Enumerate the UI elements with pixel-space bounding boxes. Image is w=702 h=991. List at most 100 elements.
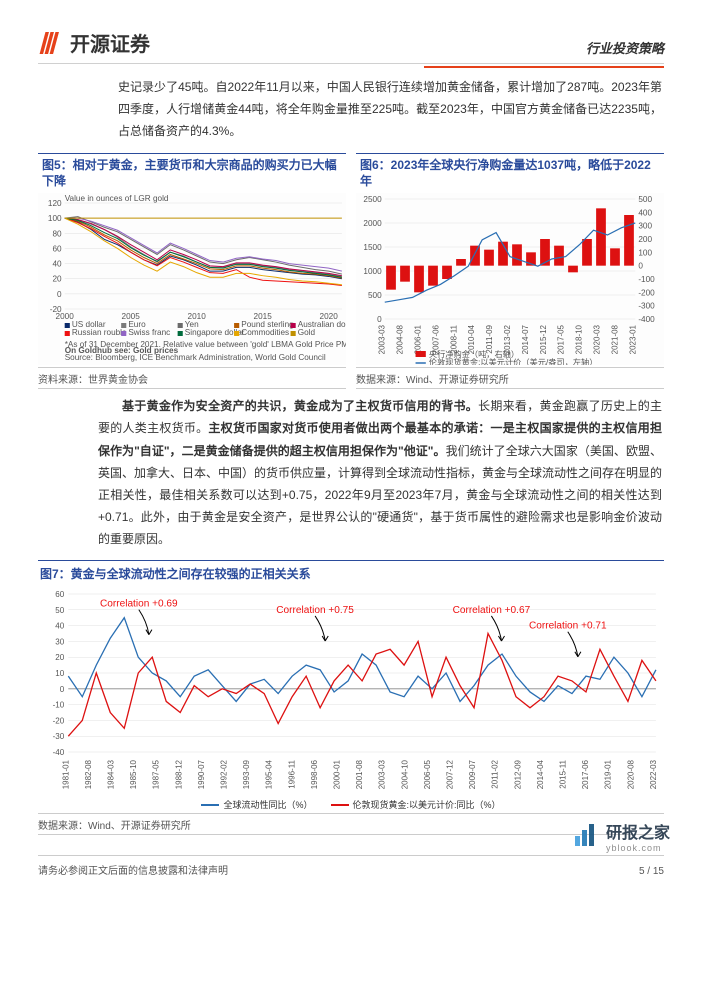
page-footer: 请务必参阅正文后面的信息披露和法律声明 5 / 15 <box>38 855 664 877</box>
svg-text:400: 400 <box>638 209 652 218</box>
figure-6-source: 数据来源：Wind、开源证券研究所 <box>356 367 664 389</box>
svg-text:-200: -200 <box>638 289 655 298</box>
legend-line-blue <box>201 804 219 806</box>
svg-text:2004-10: 2004-10 <box>400 760 409 790</box>
figure-7-legend: 全球流动性同比（%） 伦敦现货黄金:以美元计价:同比（%） <box>38 798 664 811</box>
svg-text:2022-03: 2022-03 <box>649 760 658 790</box>
figure-7-chart: -40-30-20-1001020304050601981-011982-081… <box>38 586 664 796</box>
svg-text:100: 100 <box>48 214 62 223</box>
brand-logo: 开源证券 <box>38 28 150 57</box>
svg-text:2014-07: 2014-07 <box>521 325 530 355</box>
svg-text:伦敦现货黄金:以美元计价（美元/盎司，左轴）: 伦敦现货黄金:以美元计价（美元/盎司，左轴） <box>429 357 598 365</box>
svg-text:2020-03: 2020-03 <box>592 325 601 355</box>
mid-paragraph: 基于黄金作为安全资产的共识，黄金成为了主权货币信用的背书。长期来看，黄金跑赢了历… <box>38 395 664 550</box>
svg-text:500: 500 <box>638 195 652 204</box>
svg-text:2004-08: 2004-08 <box>396 325 405 355</box>
svg-text:2001-08: 2001-08 <box>355 760 364 790</box>
watermark-text: 研报之家 <box>606 819 670 843</box>
svg-text:2019-01: 2019-01 <box>604 760 613 790</box>
svg-text:1500: 1500 <box>363 243 382 252</box>
svg-text:1000: 1000 <box>363 267 382 276</box>
svg-text:Swiss franc: Swiss franc <box>128 328 170 337</box>
section-title: 行业投资策略 <box>586 38 664 57</box>
svg-text:-400: -400 <box>638 315 655 324</box>
svg-text:2017-05: 2017-05 <box>557 325 566 355</box>
svg-text:60: 60 <box>52 245 62 254</box>
logo-icon <box>38 30 64 56</box>
svg-text:1990-07: 1990-07 <box>197 760 206 790</box>
svg-text:20: 20 <box>55 654 65 663</box>
legend-item-gold: 伦敦现货黄金:以美元计价:同比（%） <box>331 798 501 811</box>
svg-text:0: 0 <box>60 685 65 694</box>
svg-text:0: 0 <box>377 315 382 324</box>
svg-text:2015-12: 2015-12 <box>539 325 548 355</box>
svg-text:500: 500 <box>368 291 382 300</box>
svg-text:0: 0 <box>57 290 62 299</box>
figure-6-chart: 05001000150020002500-400-300-200-1000100… <box>356 193 664 365</box>
svg-text:1998-06: 1998-06 <box>310 760 319 790</box>
page-header: 开源证券 行业投资策略 <box>38 28 664 64</box>
page: 开源证券 行业投资策略 史记录少了45吨。自2022年11月以来，中国人民银行连… <box>0 0 702 893</box>
figure-7-source: 数据来源：Wind、开源证券研究所 <box>38 813 664 835</box>
svg-text:1988-12: 1988-12 <box>174 760 183 790</box>
svg-text:2012-09: 2012-09 <box>513 760 522 790</box>
intro-paragraph: 史记录少了45吨。自2022年11月以来，中国人民银行连续增加黄金储备，累计增加… <box>38 76 664 143</box>
svg-text:30: 30 <box>55 638 65 647</box>
watermark-icon <box>572 822 600 850</box>
legend-line-red <box>331 804 349 806</box>
svg-text:Correlation +0.69: Correlation +0.69 <box>100 599 178 610</box>
svg-text:-10: -10 <box>53 701 65 710</box>
svg-text:10: 10 <box>55 670 65 679</box>
svg-text:2007-12: 2007-12 <box>445 760 454 790</box>
svg-text:-100: -100 <box>638 275 655 284</box>
svg-text:Commodities: Commodities <box>241 328 289 337</box>
figure-6-title: 图6：2023年全球央行净购金量达1037吨，略低于2022年 <box>356 153 664 194</box>
svg-text:1981-01: 1981-01 <box>61 760 70 790</box>
svg-text:300: 300 <box>638 222 652 231</box>
figure-7-title: 图7：黄金与全球流动性之间存在较强的正相关关系 <box>38 560 664 586</box>
svg-text:50: 50 <box>55 606 65 615</box>
accent-bar <box>424 66 664 68</box>
svg-text:-30: -30 <box>53 733 65 742</box>
legend-label-gold: 伦敦现货黄金:以美元计价:同比（%） <box>353 798 501 811</box>
svg-text:2015-11: 2015-11 <box>558 760 567 789</box>
svg-text:0: 0 <box>638 262 643 271</box>
figure-5-chart: -20020406080100120Value in ounces of LGR… <box>38 193 346 365</box>
page-number: 5 / 15 <box>639 866 664 877</box>
svg-text:1984-03: 1984-03 <box>106 760 115 790</box>
figure-5: 图5：相对于黄金，主要货币和大宗商品的购买力已大幅下降 -20020406080… <box>38 153 346 390</box>
svg-text:2020-08: 2020-08 <box>626 760 635 790</box>
svg-text:1993-09: 1993-09 <box>242 760 251 790</box>
svg-text:2500: 2500 <box>363 195 382 204</box>
svg-text:1982-08: 1982-08 <box>84 760 93 790</box>
svg-text:2023-01: 2023-01 <box>628 325 637 355</box>
svg-text:200: 200 <box>638 235 652 244</box>
figure-5-title: 图5：相对于黄金，主要货币和大宗商品的购买力已大幅下降 <box>38 153 346 194</box>
brand-name: 开源证券 <box>70 28 150 57</box>
watermark: 研报之家 yblook.com <box>572 819 670 853</box>
svg-text:1987-05: 1987-05 <box>152 760 161 790</box>
svg-text:-40: -40 <box>53 749 65 758</box>
footer-disclaimer: 请务必参阅正文后面的信息披露和法律声明 <box>38 862 228 877</box>
svg-text:2017-06: 2017-06 <box>581 760 590 790</box>
svg-text:40: 40 <box>55 622 65 631</box>
figure-5-source: 资料来源：世界黄金协会 <box>38 367 346 389</box>
svg-text:120: 120 <box>48 199 62 208</box>
svg-text:2009-07: 2009-07 <box>468 760 477 790</box>
figure-6: 图6：2023年全球央行净购金量达1037吨，略低于2022年 05001000… <box>356 153 664 390</box>
svg-text:-20: -20 <box>53 717 65 726</box>
svg-text:-300: -300 <box>638 302 655 311</box>
svg-text:40: 40 <box>52 260 62 269</box>
svg-text:Russian rouble: Russian rouble <box>72 328 127 337</box>
svg-text:2006-05: 2006-05 <box>423 760 432 790</box>
svg-text:Value in ounces of LGR gold: Value in ounces of LGR gold <box>65 194 169 203</box>
svg-text:80: 80 <box>52 230 62 239</box>
svg-text:Correlation +0.71: Correlation +0.71 <box>529 621 607 632</box>
svg-text:100: 100 <box>638 249 652 258</box>
svg-text:1992-02: 1992-02 <box>219 760 228 790</box>
svg-text:20: 20 <box>52 275 62 284</box>
mid-lead: 基于黄金作为安全资产的共识，黄金成为了主权货币信用的背书。 <box>122 399 478 413</box>
mid-text2: 我们统计了全球六大国家（美国、欧盟、英国、加拿大、日本、中国）的货币供应量，计算… <box>98 444 662 547</box>
svg-text:Source: Bloomberg, ICE Benchma: Source: Bloomberg, ICE Benchmark Adminis… <box>65 353 326 362</box>
legend-item-liquidity: 全球流动性同比（%） <box>201 798 312 811</box>
